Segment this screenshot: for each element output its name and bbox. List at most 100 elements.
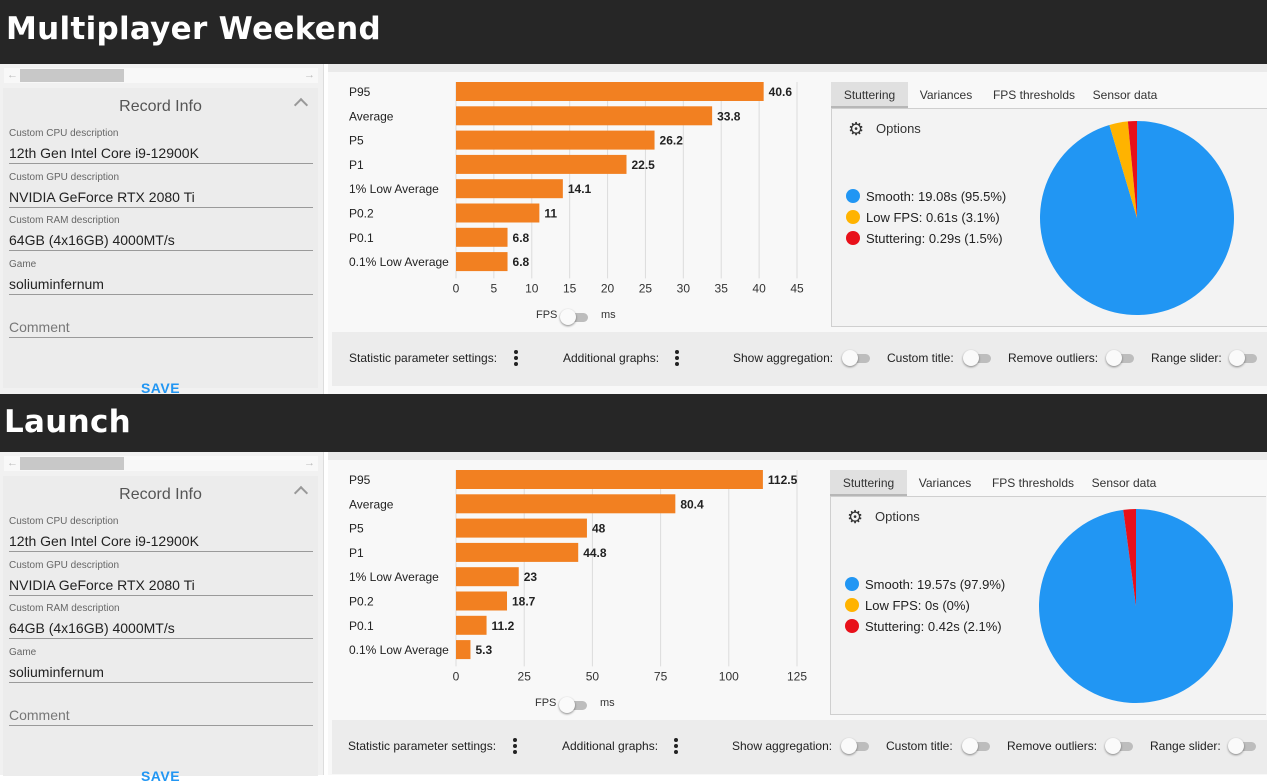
statistic-settings-menu-icon[interactable] [514,350,518,368]
scrollbar-thumb[interactable] [20,457,124,470]
scroll-left-icon[interactable]: ← [7,69,18,81]
options-button[interactable]: ⚙ Options [848,119,921,140]
scroll-left-icon[interactable]: ← [7,457,18,469]
bar-value-label: 14.1 [568,182,592,196]
bar-value-label: 44.8 [583,546,607,560]
show-aggregation-toggle[interactable] [841,738,871,754]
statistic-settings-menu-icon[interactable] [513,738,517,756]
bar[interactable] [456,518,587,538]
comment-field[interactable]: Comment [9,705,313,726]
range-slider-toggle[interactable] [1229,350,1259,366]
scrollbar-thumb[interactable] [20,69,124,82]
bar[interactable] [456,615,487,635]
legend-smooth: Smooth: 19.57s (97.9%) [845,577,1005,598]
save-button[interactable]: SAVE [140,380,181,396]
cpu-field[interactable]: Custom CPU description 12th Gen Intel Co… [9,128,313,164]
show-aggregation-toggle[interactable] [842,350,872,366]
bar[interactable] [456,252,508,272]
ram-field-value[interactable]: 64GB (4x16GB) 4000MT/s [9,620,175,636]
category-label: Average [349,497,394,511]
remove-outliers-toggle[interactable] [1106,350,1136,366]
game-field[interactable]: Game soliuminfernum [9,647,313,683]
bar[interactable] [456,82,764,101]
pie-slice-low-fps[interactable] [1109,121,1137,218]
gpu-field-value[interactable]: NVIDIA GeForce RTX 2080 Ti [9,577,195,593]
cpu-field[interactable]: Custom CPU description 12th Gen Intel Co… [9,516,313,552]
bar-value-label: 5.3 [475,643,492,657]
horizontal-scrollbar[interactable]: ← → [4,456,318,471]
custom-title-toggle[interactable] [962,738,992,754]
legend-low-fps: Low FPS: 0.61s (3.1%) [846,210,1006,231]
additional-graphs-menu-icon[interactable] [674,738,678,756]
category-label: P0.2 [349,207,374,221]
gear-icon[interactable]: ⚙ [847,507,864,527]
bar[interactable] [456,542,579,562]
bar[interactable] [456,567,519,587]
fps-ms-toggle[interactable] [559,697,589,713]
settings-bar: Statistic parameter settings: Additional… [332,720,1267,774]
x-tick-label: 25 [518,669,532,683]
gpu-field[interactable]: Custom GPU description NVIDIA GeForce RT… [9,560,313,596]
section-body: ← → Record Info Custom CPU description 1… [0,452,1267,784]
bar[interactable] [456,591,508,611]
bar[interactable] [456,154,627,174]
bar[interactable] [456,640,471,660]
bar[interactable] [456,227,508,247]
tab-variances[interactable]: Variances [919,88,973,102]
bar[interactable] [456,130,655,150]
save-button[interactable]: SAVE [140,768,181,784]
stuttering-pane: ⚙ Options Smooth: 19.57s (97.9%) Low FPS:… [830,496,1266,715]
custom-title-toggle[interactable] [963,350,993,366]
ram-field-value[interactable]: 64GB (4x16GB) 4000MT/s [9,232,175,248]
scroll-right-icon[interactable]: → [304,69,315,81]
tab-fps-thresholds[interactable]: FPS thresholds [991,476,1075,490]
scroll-right-icon[interactable]: → [304,457,315,469]
horizontal-scrollbar[interactable]: ← → [4,68,318,83]
game-field-value[interactable]: soliuminfernum [9,664,104,680]
section-title-bar: Multiplayer Weekend [0,0,1267,64]
custom-title-label: Custom title: [886,739,953,753]
bar-value-label: 6.8 [513,231,530,245]
ram-field[interactable]: Custom RAM description 64GB (4x16GB) 400… [9,603,313,639]
stutter-legend: Smooth: 19.08s (95.5%) Low FPS: 0.61s (3… [846,189,1006,252]
options-button[interactable]: ⚙ Options [847,507,920,528]
cpu-field-value[interactable]: 12th Gen Intel Core i9-12900K [9,145,199,161]
x-tick-label: 30 [677,281,691,295]
comment-field[interactable]: Comment [9,317,313,338]
bar[interactable] [456,203,540,223]
bar-value-label: 40.6 [769,85,793,99]
fps-ms-toggle[interactable] [560,309,590,325]
cpu-field-value[interactable]: 12th Gen Intel Core i9-12900K [9,533,199,549]
bar[interactable] [456,179,563,199]
game-field-value[interactable]: soliuminfernum [9,276,104,292]
bar[interactable] [456,470,763,489]
comment-placeholder[interactable]: Comment [9,319,70,335]
tab-sensor-data[interactable]: Sensor data [1091,476,1157,490]
range-slider-label: Range slider: [1150,739,1221,753]
tab-fps-thresholds[interactable]: FPS thresholds [992,88,1076,102]
remove-outliers-toggle[interactable] [1105,738,1135,754]
statistic-settings-label: Statistic parameter settings: [348,739,497,753]
x-tick-label: 125 [787,669,807,683]
range-slider-toggle[interactable] [1228,738,1258,754]
ram-field[interactable]: Custom RAM description 64GB (4x16GB) 400… [9,215,313,251]
bar[interactable] [456,494,676,514]
tab-stuttering[interactable]: Stuttering [831,82,908,108]
tab-sensor-data[interactable]: Sensor data [1092,88,1158,102]
game-field[interactable]: Game soliuminfernum [9,259,313,295]
pie-slice-stuttering[interactable] [1127,121,1137,218]
category-label: Average [349,109,394,123]
gpu-field-value[interactable]: NVIDIA GeForce RTX 2080 Ti [9,189,195,205]
category-label: 0.1% Low Average [349,643,449,657]
gpu-field[interactable]: Custom GPU description NVIDIA GeForce RT… [9,172,313,208]
gear-icon[interactable]: ⚙ [848,119,865,139]
bar[interactable] [456,106,713,126]
pie-slice-stuttering[interactable] [1123,509,1136,606]
comment-placeholder[interactable]: Comment [9,707,70,723]
gpu-field-label: Custom GPU description [9,560,120,571]
stutter-legend: Smooth: 19.57s (97.9%) Low FPS: 0s (0%) … [845,577,1005,640]
additional-graphs-menu-icon[interactable] [675,350,679,368]
tab-variances[interactable]: Variances [918,476,972,490]
tab-stuttering[interactable]: Stuttering [830,470,907,496]
legend-label: Low FPS: [865,598,922,613]
